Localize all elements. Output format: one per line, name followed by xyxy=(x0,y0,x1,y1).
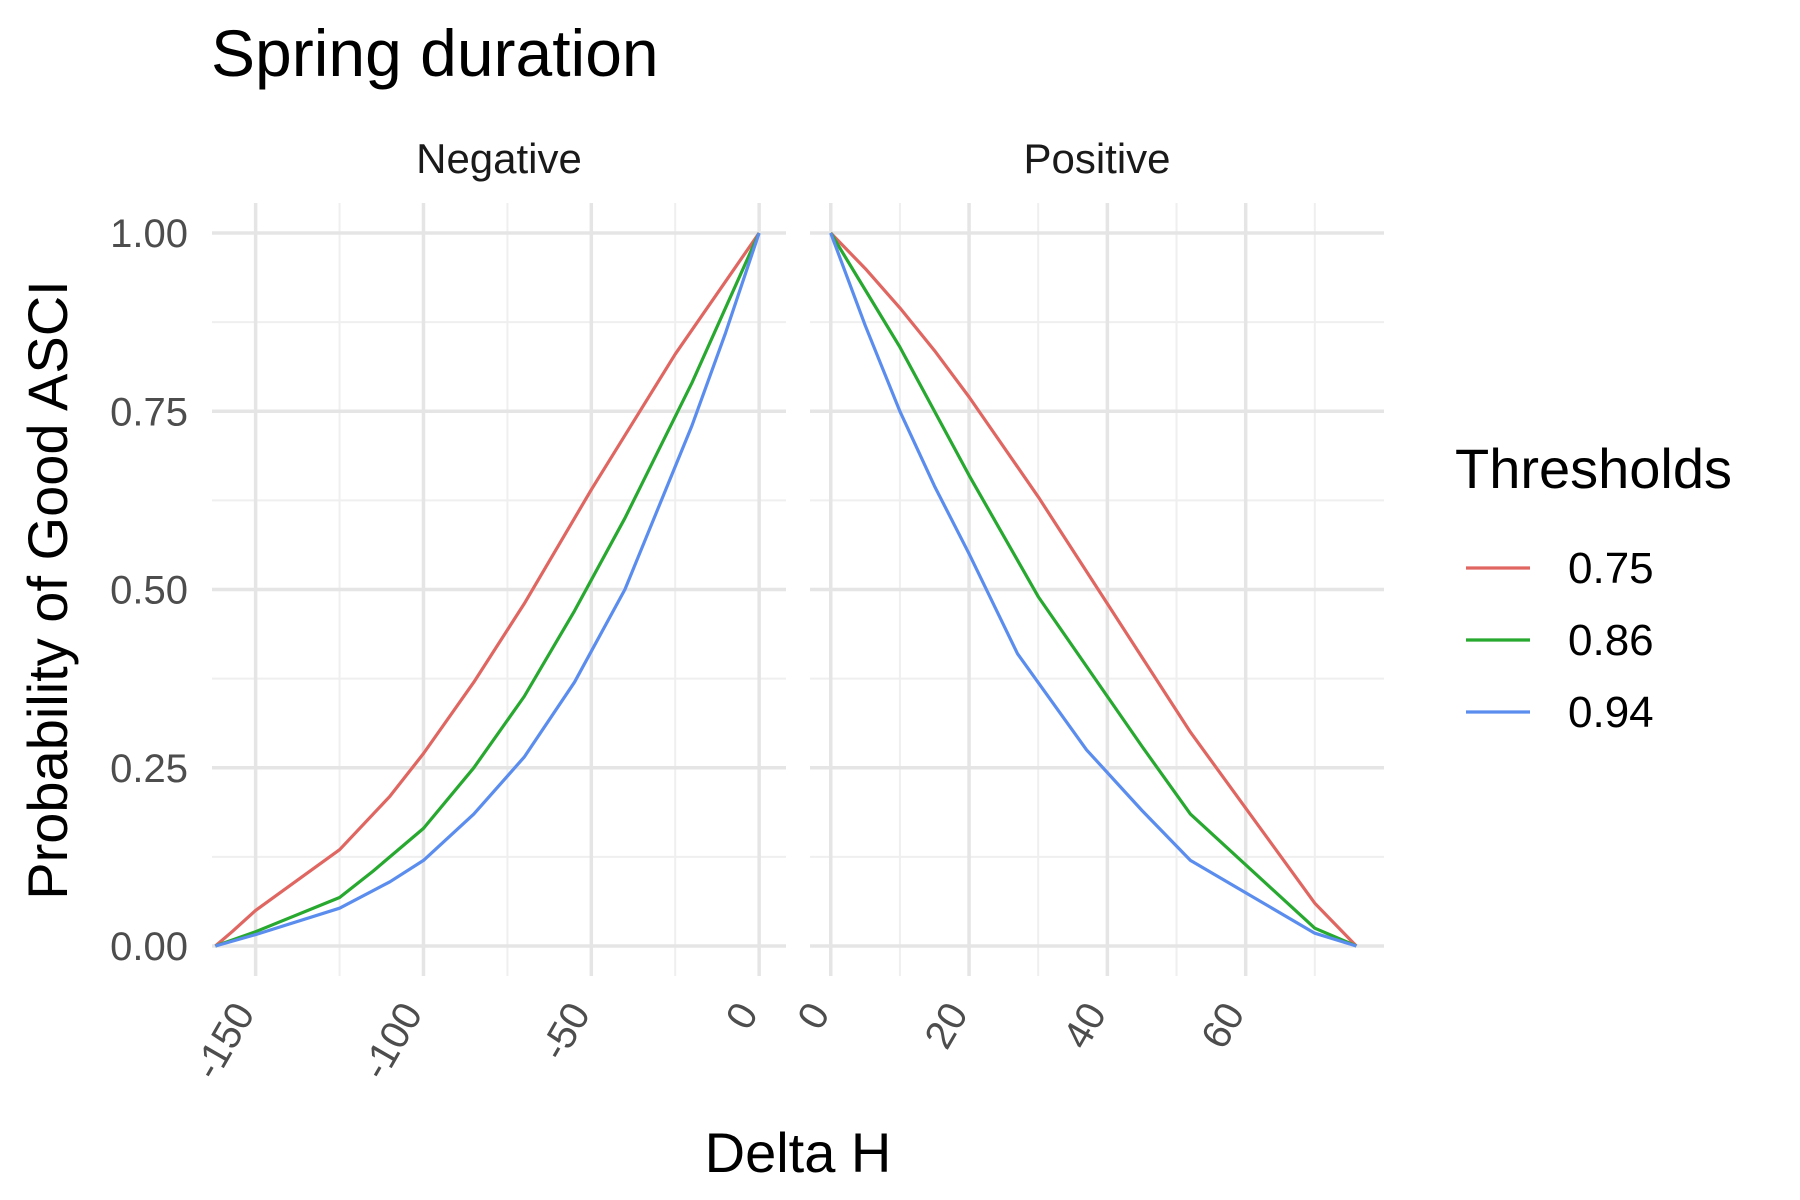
series-line-0.94 xyxy=(214,232,761,948)
series-line-0.86 xyxy=(829,232,1357,948)
legend-title: Thresholds xyxy=(1455,437,1732,500)
legend-label: 0.94 xyxy=(1568,688,1654,737)
y-axis-title: Probability of Good ASCI xyxy=(16,280,79,899)
x-tick-label: 40 xyxy=(1055,996,1115,1057)
legend-label: 0.86 xyxy=(1568,616,1654,665)
x-tick-label: -100 xyxy=(353,996,431,1087)
series-line-0.94 xyxy=(829,232,1357,948)
facet-label: Negative xyxy=(416,135,582,182)
x-tick-label: -50 xyxy=(532,996,599,1068)
y-tick-label: 0.25 xyxy=(110,747,188,791)
series-line-0.86 xyxy=(214,232,761,948)
y-tick-label: 0.75 xyxy=(110,390,188,434)
chart-title: Spring duration xyxy=(211,16,659,90)
y-tick-label: 0.00 xyxy=(110,925,188,969)
panel-negative: Negative -150 -100 -50 0 0.00 0.25 0.50 0.75 1.00 xyxy=(110,135,786,1087)
x-tick-label: 0 xyxy=(718,996,767,1037)
x-tick-label: -150 xyxy=(185,996,263,1087)
x-tick-label: 20 xyxy=(916,996,976,1057)
legend: Thresholds 0.75 0.86 0.94 xyxy=(1455,437,1732,737)
panel-positive: Positive 0 20 40 60 xyxy=(789,135,1384,1056)
series-line-0.75 xyxy=(829,231,1358,948)
x-tick-label: 60 xyxy=(1193,996,1253,1057)
x-axis-title: Delta H xyxy=(705,1121,892,1184)
x-tick-label: 0 xyxy=(789,996,838,1037)
series-line-0.75 xyxy=(214,232,761,948)
y-tick-label: 1.00 xyxy=(110,212,188,256)
legend-label: 0.75 xyxy=(1568,544,1654,593)
facet-label: Positive xyxy=(1023,135,1170,182)
y-tick-label: 0.50 xyxy=(110,569,188,613)
